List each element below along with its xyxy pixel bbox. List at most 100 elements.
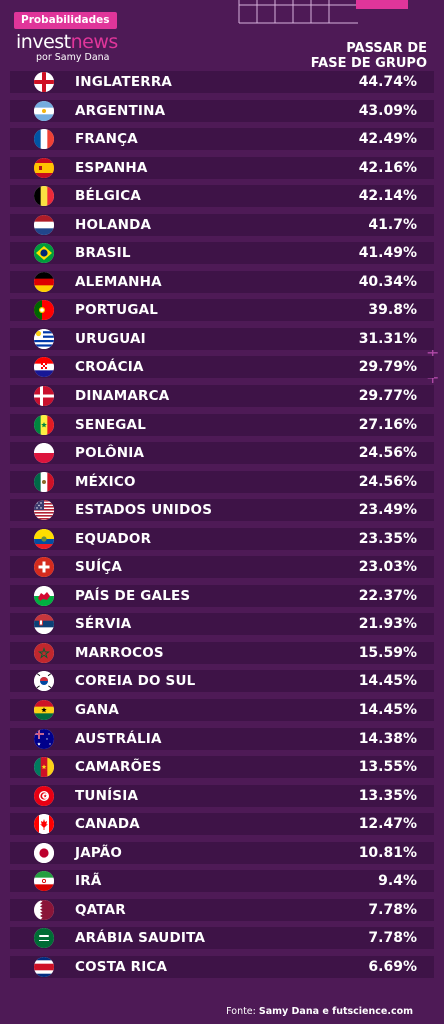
senegal-flag-icon [34, 414, 54, 435]
table-row: ARGENTINA 43.09% [10, 99, 434, 122]
belgium-flag-icon [34, 186, 54, 207]
table-row: POLÔNIA 24.56% [10, 442, 434, 465]
column-header-line2: FASE DE GRUPO [310, 56, 427, 71]
table-row: IRÃ 9.4% [10, 870, 434, 893]
country-name: ESTADOS UNIDOS [75, 502, 213, 519]
table-row: ARÁBIA SAUDITA 7.78% [10, 927, 434, 950]
france-flag-icon [34, 129, 54, 150]
country-name: MARROCOS [75, 644, 164, 661]
table-row: CROÁCIA 29.79% [10, 356, 434, 379]
ghana-flag-icon [34, 700, 54, 721]
country-name: ALEMANHA [75, 273, 162, 290]
country-name: QATAR [75, 901, 126, 918]
probability-value: 23.35% [358, 530, 417, 547]
probability-value: 21.93% [358, 616, 417, 633]
probability-value: 7.78% [368, 901, 417, 918]
probability-value: 14.38% [358, 730, 417, 747]
table-row: ESPANHA 42.16% [10, 156, 434, 179]
table-row: EQUADOR 23.35% [10, 527, 434, 550]
tunisia-flag-icon [34, 785, 54, 806]
table-row: MARROCOS 15.59% [10, 641, 434, 664]
country-name: FRANÇA [75, 131, 138, 148]
probability-value: 7.78% [368, 930, 417, 947]
table-row: MÉXICO 24.56% [10, 470, 434, 493]
table-row: QATAR 7.78% [10, 898, 434, 921]
table-row: AUSTRÁLIA 14.38% [10, 727, 434, 750]
country-name: TUNÍSIA [75, 787, 139, 804]
probability-value: 41.7% [368, 216, 417, 233]
country-name: DINAMARCA [75, 388, 170, 405]
country-name: SENEGAL [75, 416, 146, 433]
table-row: COREIA DO SUL 14.45% [10, 670, 434, 693]
country-name: BRASIL [75, 245, 131, 262]
probability-value: 12.47% [358, 816, 417, 833]
table-row: CANADA 12.47% [10, 813, 434, 836]
probability-value: 42.49% [358, 131, 417, 148]
country-name: PAÍS DE GALES [75, 587, 191, 604]
probability-value: 39.8% [368, 302, 417, 319]
netherlands-flag-icon [34, 214, 54, 235]
portugal-flag-icon [34, 300, 54, 321]
morocco-flag-icon [34, 642, 54, 663]
country-name: URUGUAI [75, 330, 146, 347]
spain-flag-icon [34, 157, 54, 178]
table-row: GANA 14.45% [10, 699, 434, 722]
probability-value: 13.55% [358, 759, 417, 776]
probability-value: 29.77% [358, 388, 417, 405]
croatia-flag-icon [34, 357, 54, 378]
probability-value: 14.45% [358, 673, 417, 690]
brand-logo-part1: invest [16, 31, 71, 53]
brazil-flag-icon [34, 243, 54, 264]
background-grid-decoration [238, 0, 358, 24]
ecuador-flag-icon [34, 528, 54, 549]
uruguay-flag-icon [34, 328, 54, 349]
country-name: COSTA RICA [75, 958, 168, 975]
column-header: PASSAR DE FASE DE GRUPO [297, 41, 427, 71]
table-row: HOLANDA 41.7% [10, 213, 434, 236]
table-row: PORTUGAL 39.8% [10, 299, 434, 322]
table-row: PAÍS DE GALES 22.37% [10, 584, 434, 607]
country-name: BÉLGICA [75, 188, 141, 205]
probability-value: 31.31% [358, 330, 417, 347]
table-row: SÉRVIA 21.93% [10, 613, 434, 636]
brand-logo-part2: news [70, 31, 119, 53]
germany-flag-icon [34, 271, 54, 292]
country-name: EQUADOR [75, 530, 152, 547]
country-name: ESPANHA [75, 159, 148, 176]
probability-value: 23.49% [358, 502, 417, 519]
wales-flag-icon [34, 585, 54, 606]
table-row: SENEGAL 27.16% [10, 413, 434, 436]
probability-value: 29.79% [358, 359, 417, 376]
qatar-flag-icon [34, 899, 54, 920]
probability-value: 41.49% [358, 245, 417, 262]
country-name: MÉXICO [75, 473, 136, 490]
cameroon-flag-icon [34, 757, 54, 778]
background-accent-bar [356, 0, 408, 9]
costa-rica-flag-icon [34, 956, 54, 977]
table-row: ESTADOS UNIDOS 23.49% [10, 499, 434, 522]
probability-value: 13.35% [358, 787, 417, 804]
country-name: IRÃ [75, 873, 102, 890]
probability-value: 24.56% [358, 445, 417, 462]
country-name: HOLANDA [75, 216, 152, 233]
country-name: GANA [75, 702, 120, 719]
table-row: INGLATERRA 44.74% [10, 71, 434, 93]
probability-value: 42.16% [358, 159, 417, 176]
country-name: PORTUGAL [75, 302, 159, 319]
country-name: ARGENTINA [75, 102, 166, 119]
table-row: TUNÍSIA 13.35% [10, 784, 434, 807]
country-name: CAMARÕES [75, 759, 162, 776]
probability-value: 44.74% [358, 74, 417, 90]
probability-value: 40.34% [358, 273, 417, 290]
country-name: ARÁBIA SAUDITA [75, 930, 206, 947]
table-row: SUÍÇA 23.03% [10, 556, 434, 579]
byline: por Samy Dana [36, 52, 110, 63]
country-name: SUÍÇA [75, 559, 123, 576]
country-name: CANADA [75, 816, 140, 833]
probability-value: 43.09% [358, 102, 417, 119]
england-flag-icon [34, 72, 54, 92]
probability-value: 22.37% [358, 587, 417, 604]
table-row: BÉLGICA 42.14% [10, 185, 434, 208]
probability-value: 6.69% [368, 958, 417, 975]
serbia-flag-icon [34, 614, 54, 635]
